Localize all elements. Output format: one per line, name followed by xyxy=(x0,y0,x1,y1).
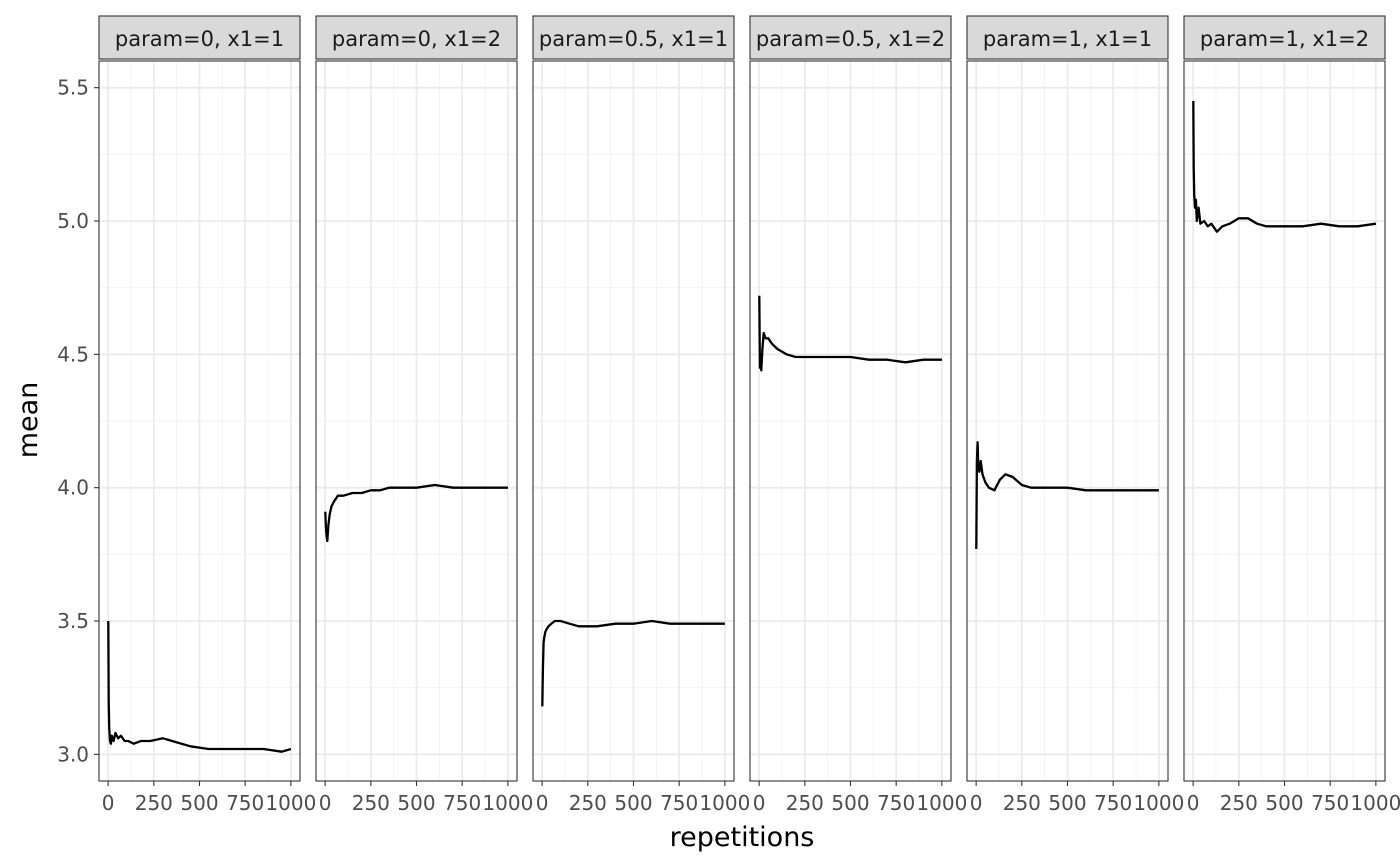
x-tick-label: 500 xyxy=(1265,791,1303,815)
x-tick-label: 250 xyxy=(1220,791,1258,815)
x-tick-label: 250 xyxy=(569,791,607,815)
y-axis-title: mean xyxy=(13,382,44,459)
x-tick-label: 500 xyxy=(614,791,652,815)
y-axis: 3.0 3.5 4.0 4.5 5.0 5.5 xyxy=(57,76,99,767)
facet-panel: param=0.5, x1=1 0 250 500 750 1000 xyxy=(533,16,750,815)
facet-strip-label: param=0, x1=2 xyxy=(332,27,501,51)
x-tick-label: 1000 xyxy=(482,791,533,815)
x-tick-label: 0 xyxy=(1187,791,1200,815)
facet-strip-label: param=1, x1=1 xyxy=(983,27,1152,51)
facet-strip-label: param=0.5, x1=2 xyxy=(756,27,945,51)
y-tick-label: 5.5 xyxy=(57,76,89,100)
y-tick-label: 4.5 xyxy=(57,342,89,366)
x-tick-label: 0 xyxy=(753,791,766,815)
x-tick-label: 250 xyxy=(786,791,824,815)
x-tick-label: 250 xyxy=(135,791,173,815)
facet-strip-label: param=0.5, x1=1 xyxy=(539,27,728,51)
x-tick-label: 0 xyxy=(536,791,549,815)
facet-panel: param=0.5, x1=2 0 250 500 750 1000 xyxy=(750,16,967,815)
x-tick-label: 750 xyxy=(660,791,698,815)
x-tick-label: 750 xyxy=(443,791,481,815)
x-tick-label: 750 xyxy=(1311,791,1349,815)
facet-panel: param=1, x1=1 0 250 500 750 1000 xyxy=(967,16,1184,815)
x-tick-label: 250 xyxy=(352,791,390,815)
x-tick-label: 1000 xyxy=(265,791,316,815)
y-tick-label: 3.5 xyxy=(57,609,89,633)
x-tick-label: 250 xyxy=(1003,791,1041,815)
x-tick-label: 0 xyxy=(970,791,983,815)
facet-panel: param=0, x1=1 0 250 500 750 1000 xyxy=(99,16,316,815)
x-tick-label: 1000 xyxy=(699,791,750,815)
x-tick-label: 1000 xyxy=(1133,791,1184,815)
y-tick-label: 4.0 xyxy=(57,476,89,500)
x-tick-label: 750 xyxy=(1094,791,1132,815)
x-tick-label: 500 xyxy=(1048,791,1086,815)
x-tick-label: 1000 xyxy=(1350,791,1400,815)
x-tick-label: 500 xyxy=(397,791,435,815)
facet-strip-label: param=0, x1=1 xyxy=(115,27,284,51)
x-tick-label: 500 xyxy=(831,791,869,815)
x-tick-label: 750 xyxy=(226,791,264,815)
x-axis-title: repetitions xyxy=(670,822,815,853)
facet-panel: param=0, x1=2 0 250 500 750 1000 xyxy=(316,16,533,815)
x-tick-label: 750 xyxy=(877,791,915,815)
y-tick-label: 3.0 xyxy=(57,742,89,766)
x-tick-label: 0 xyxy=(102,791,115,815)
x-tick-label: 0 xyxy=(319,791,332,815)
facet-panel: param=1, x1=2 0 250 500 750 1000 xyxy=(1184,16,1400,815)
facet-strip-label: param=1, x1=2 xyxy=(1200,27,1369,51)
x-tick-label: 1000 xyxy=(916,791,967,815)
y-tick-label: 5.0 xyxy=(57,209,89,233)
x-tick-label: 500 xyxy=(180,791,218,815)
